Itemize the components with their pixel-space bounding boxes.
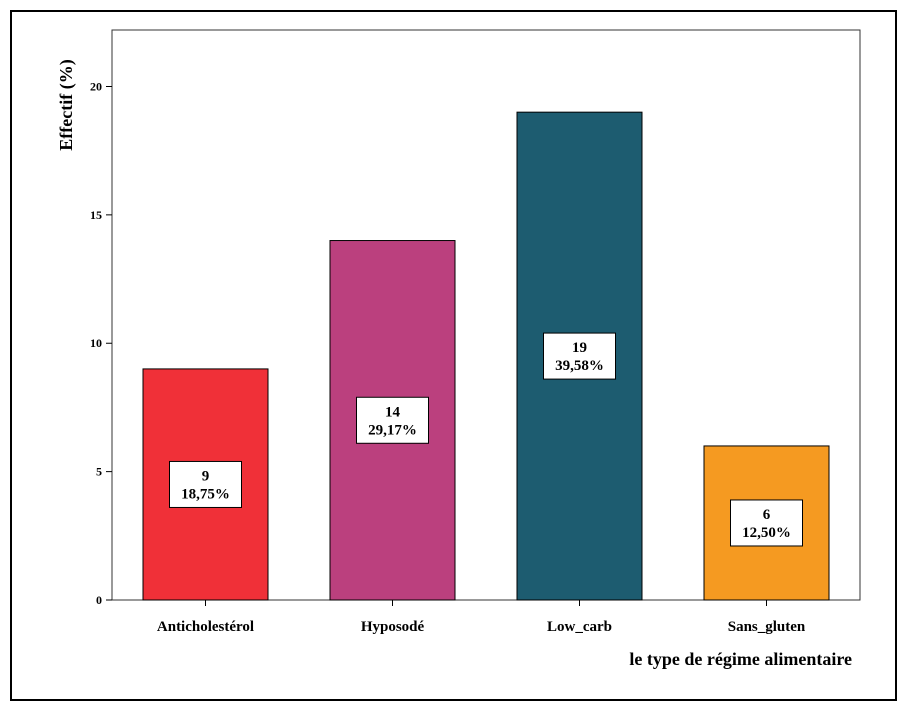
x-category-label: Sans_gluten xyxy=(728,619,806,635)
data-label-count: 9 xyxy=(202,468,210,484)
x-category-label: Low_carb xyxy=(547,619,612,635)
data-label-count: 14 xyxy=(385,404,401,420)
y-tick-label: 10 xyxy=(90,336,102,350)
data-label-box xyxy=(169,460,242,508)
data-label-percent: 18,75% xyxy=(181,486,230,502)
data-label-count: 6 xyxy=(763,507,771,523)
bars: 9 18,75% 14 29,17% 19 39,58% 6 12,50% xyxy=(142,111,830,601)
y-tick-label: 15 xyxy=(90,208,102,222)
y-tick-label: 20 xyxy=(90,79,102,93)
y-tick-label: 0 xyxy=(96,593,102,607)
data-label-percent: 12,50% xyxy=(742,525,791,541)
data-label-box xyxy=(356,396,429,444)
data-label-percent: 29,17% xyxy=(368,422,417,438)
x-category-label: Anticholestérol xyxy=(157,619,254,635)
y-tick-label: 5 xyxy=(96,465,102,479)
data-label-percent: 39,58% xyxy=(555,358,604,374)
data-label-box xyxy=(730,499,803,547)
data-label-box xyxy=(543,332,616,380)
data-label-count: 19 xyxy=(572,340,587,356)
y-axis: 0 5 10 15 20 xyxy=(90,79,112,607)
y-axis-title: Effectif (%) xyxy=(56,59,77,150)
x-axis-title: le type de régime alimentaire xyxy=(629,649,852,669)
x-axis: Anticholestérol Hyposodé Low_carb Sans_glut… xyxy=(157,600,806,635)
x-category-label: Hyposodé xyxy=(361,619,425,635)
